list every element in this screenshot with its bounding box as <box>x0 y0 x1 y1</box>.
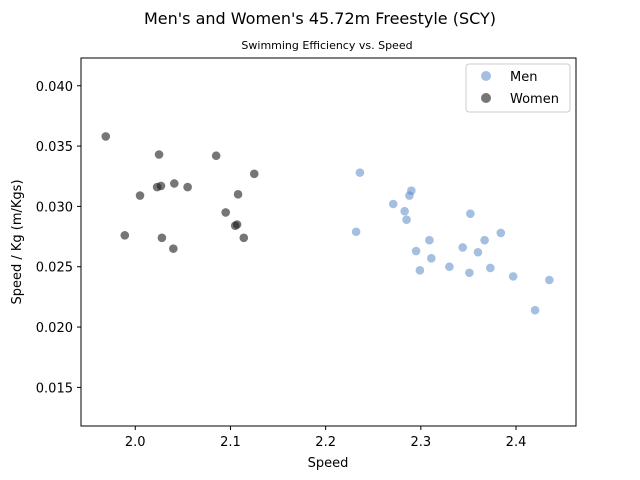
data-point <box>351 227 361 237</box>
data-point <box>156 181 166 191</box>
data-point <box>530 305 540 315</box>
data-point <box>211 151 221 161</box>
data-point <box>154 150 164 159</box>
series-women <box>101 132 259 253</box>
y-axis-ticks: 0.015 0.020 0.025 0.030 0.035 0.040 <box>36 80 81 396</box>
y-tick-label: 0.030 <box>36 200 73 215</box>
data-point <box>480 235 489 245</box>
x-tick-label: 2.4 <box>506 435 527 450</box>
data-point <box>445 262 454 272</box>
y-tick-label: 0.025 <box>36 261 73 276</box>
data-point <box>221 208 230 217</box>
x-axis-label: Speed <box>308 456 349 471</box>
data-point <box>169 179 179 188</box>
data-point <box>407 186 416 196</box>
data-point <box>427 253 436 263</box>
data-point <box>157 233 167 243</box>
x-tick-label: 2.3 <box>410 435 431 450</box>
legend-frame <box>465 63 571 113</box>
data-point <box>400 206 409 216</box>
legend-marker-women <box>481 93 491 103</box>
data-point <box>355 168 365 177</box>
data-point <box>425 235 434 245</box>
data-point <box>496 228 506 238</box>
y-tick-label: 0.015 <box>36 381 73 396</box>
data-point <box>183 182 192 192</box>
legend-label-women: Women <box>510 92 559 107</box>
x-tick-label: 2.0 <box>125 435 146 450</box>
data-point <box>458 243 468 252</box>
data-point <box>486 263 495 273</box>
data-point <box>169 244 178 253</box>
y-tick-label: 0.035 <box>36 140 73 155</box>
data-point <box>465 268 474 278</box>
chart-subtitle: Swimming Efficiency vs. Speed <box>241 39 412 52</box>
data-point <box>120 231 130 240</box>
data-points <box>101 132 554 315</box>
data-point <box>232 220 242 229</box>
legend-label-men: Men <box>510 70 537 85</box>
x-tick-label: 2.2 <box>315 435 336 450</box>
data-point <box>101 132 111 141</box>
plot-frame <box>80 57 577 427</box>
data-point <box>508 272 518 281</box>
chart-title: Men's and Women's 45.72m Freestyle (SCY) <box>144 9 496 28</box>
data-point <box>388 199 398 209</box>
legend-marker-men <box>481 71 491 81</box>
data-point <box>249 169 259 179</box>
data-point <box>545 275 554 285</box>
series-men <box>351 168 554 315</box>
data-point <box>402 215 411 224</box>
data-point <box>233 190 243 199</box>
legend: Men Women <box>465 63 571 113</box>
plot-area <box>80 57 577 427</box>
x-axis-ticks: 2.0 2.1 2.2 2.3 2.4 <box>125 426 526 450</box>
y-tick-label: 0.020 <box>36 321 73 336</box>
y-axis-label: Speed / Kg (m/Kgs) <box>10 179 25 304</box>
data-point <box>135 191 145 200</box>
data-point <box>466 209 475 218</box>
y-tick-label: 0.040 <box>36 80 73 95</box>
data-point <box>415 266 425 275</box>
x-tick-label: 2.1 <box>220 435 241 450</box>
data-point <box>473 247 483 257</box>
data-point <box>411 246 421 256</box>
data-point <box>239 233 249 243</box>
